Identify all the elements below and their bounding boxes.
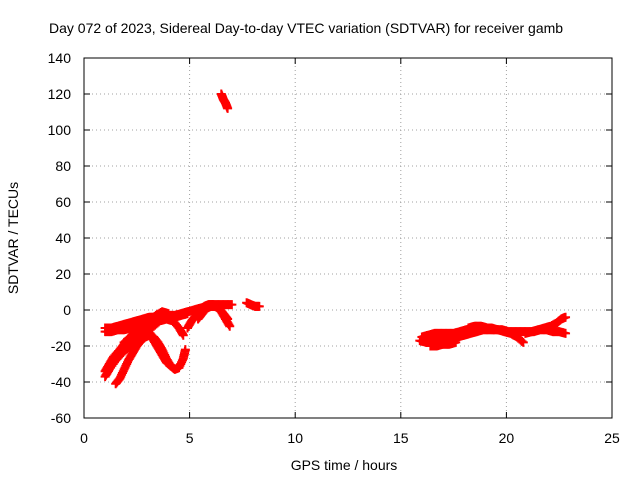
grid-lines: [84, 58, 612, 418]
segment-arc-15: [463, 321, 499, 335]
y-tick-label: 40: [55, 230, 71, 246]
data-point: [225, 321, 235, 331]
series-sdtvar: [100, 89, 571, 389]
y-tick-label: -20: [51, 338, 71, 354]
data-point: [254, 301, 264, 311]
segment-arc-13: [425, 337, 461, 351]
data-point: [223, 314, 233, 324]
data-point: [227, 300, 237, 310]
data-point: [166, 361, 176, 371]
y-tick-label: 20: [55, 266, 71, 282]
data-point: [180, 345, 190, 355]
x-tick-label: 20: [499, 430, 515, 446]
data-point: [451, 337, 461, 347]
data-point: [517, 336, 527, 346]
y-tick-label: 100: [48, 122, 72, 138]
segment-arc-9: [242, 298, 264, 311]
y-axis-label: SDTVAR / TECUs: [5, 182, 21, 294]
y-tick-label: 60: [55, 194, 71, 210]
data-points: [100, 89, 571, 389]
data-point: [518, 337, 528, 347]
chart-title: Day 072 of 2023, Sidereal Day-to-day VTE…: [49, 20, 563, 36]
x-tick-label: 15: [393, 430, 409, 446]
y-tick-label: 140: [48, 50, 72, 66]
x-axis-label: GPS time / hours: [291, 457, 398, 473]
y-tick-label: -60: [51, 410, 71, 426]
data-point: [223, 103, 233, 113]
y-tick-label: 120: [48, 86, 72, 102]
data-point: [561, 312, 571, 322]
y-tick-label: -40: [51, 374, 71, 390]
data-point: [182, 309, 192, 319]
segment-arc-14: [520, 312, 571, 338]
y-tick-label: 0: [63, 302, 71, 318]
segment-arc-8: [193, 301, 233, 324]
x-tick-label: 5: [186, 430, 194, 446]
x-tick-label: 25: [604, 430, 620, 446]
axis-ticks: [83, 57, 613, 419]
x-tick-label: 10: [287, 430, 303, 446]
y-tick-label: 80: [55, 158, 71, 174]
x-tick-label: 0: [80, 430, 88, 446]
segment-arc-10: [216, 89, 233, 113]
data-point: [561, 328, 571, 338]
data-point: [178, 330, 188, 340]
segment-arc-6: [100, 309, 192, 337]
axis-tick-labels: 0 5 10 15 20 25 -60 -40 -20 0 20 40 60 80 100 120 140: [48, 50, 620, 446]
data-point: [489, 325, 499, 335]
